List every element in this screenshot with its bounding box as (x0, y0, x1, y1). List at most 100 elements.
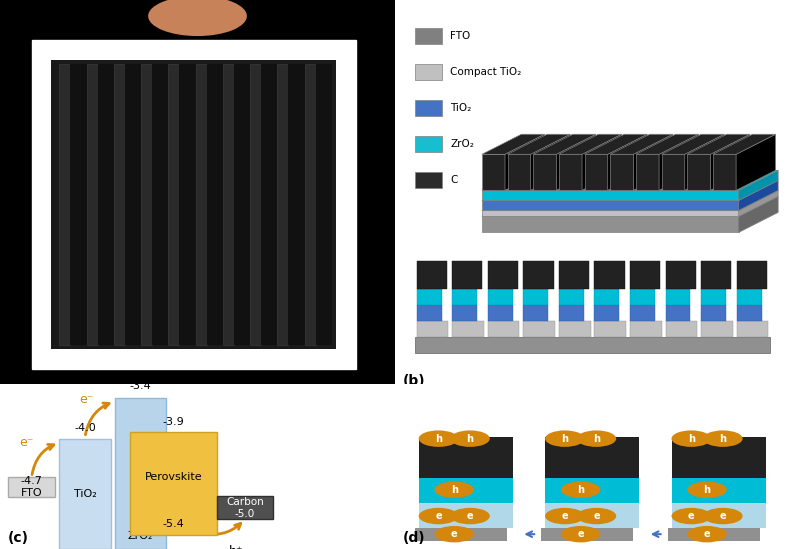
Bar (488, 289, 513, 305)
Bar (541, 528, 634, 541)
Polygon shape (739, 180, 778, 210)
Polygon shape (610, 135, 673, 154)
Bar (125, 64, 141, 345)
Bar (415, 28, 442, 44)
Text: h: h (593, 434, 600, 444)
Bar (736, 321, 768, 337)
Bar (114, 64, 125, 345)
Bar (702, 321, 733, 337)
Text: Compact TiO₂: Compact TiO₂ (450, 67, 521, 77)
Text: TiO₂: TiO₂ (73, 489, 96, 499)
Polygon shape (482, 216, 739, 232)
Bar (630, 321, 662, 337)
Polygon shape (739, 197, 778, 232)
Text: h: h (435, 434, 442, 444)
Text: e: e (704, 529, 710, 539)
Polygon shape (482, 191, 778, 210)
Text: h: h (688, 434, 694, 444)
Polygon shape (636, 154, 659, 191)
Circle shape (545, 430, 585, 447)
Polygon shape (482, 210, 739, 216)
Polygon shape (687, 135, 750, 154)
Bar (523, 321, 555, 337)
Circle shape (703, 508, 743, 524)
Text: C: C (450, 175, 457, 186)
Bar (196, 64, 207, 345)
Bar (672, 503, 766, 528)
Text: FTO: FTO (450, 31, 471, 41)
Bar (523, 305, 548, 321)
Bar (179, 64, 196, 345)
Bar (523, 289, 548, 305)
Polygon shape (482, 135, 544, 154)
Bar (594, 289, 619, 305)
Bar (702, 305, 726, 321)
Bar (488, 321, 520, 337)
Bar (415, 100, 442, 116)
Text: h⁺: h⁺ (229, 545, 243, 549)
Bar (261, 64, 277, 345)
Text: -5.4: -5.4 (163, 519, 185, 529)
Bar (316, 64, 332, 345)
Bar (305, 64, 316, 345)
Circle shape (561, 526, 600, 542)
Polygon shape (533, 154, 556, 191)
Bar (217, 496, 273, 519)
Bar (736, 289, 762, 305)
Polygon shape (531, 135, 570, 191)
Polygon shape (556, 135, 596, 191)
Bar (523, 261, 554, 289)
Bar (672, 478, 766, 503)
Bar (207, 64, 223, 345)
Polygon shape (736, 135, 776, 191)
Bar (417, 261, 447, 289)
Bar (8, 478, 55, 497)
Text: -4.0: -4.0 (74, 423, 96, 433)
Bar (559, 305, 584, 321)
Bar (98, 64, 114, 345)
Text: e: e (435, 511, 442, 521)
Bar (559, 289, 584, 305)
Bar (59, 64, 70, 345)
Circle shape (450, 430, 490, 447)
Circle shape (419, 430, 458, 447)
Bar (419, 503, 513, 528)
Text: (d): (d) (403, 531, 426, 545)
Bar (152, 64, 168, 345)
Bar (415, 136, 442, 152)
Bar (288, 64, 305, 345)
Polygon shape (739, 191, 778, 216)
Bar (665, 261, 696, 289)
Bar (70, 64, 87, 345)
Polygon shape (659, 135, 698, 191)
Bar (419, 437, 513, 478)
Bar (559, 321, 590, 337)
Text: -3.9: -3.9 (163, 417, 185, 427)
Text: e⁻: e⁻ (20, 436, 34, 449)
Polygon shape (482, 170, 778, 191)
Bar (130, 433, 217, 535)
Text: -3.4: -3.4 (130, 382, 151, 391)
Bar (594, 305, 619, 321)
Bar (630, 305, 655, 321)
Bar (452, 321, 483, 337)
Bar (452, 261, 483, 289)
Text: h: h (562, 434, 568, 444)
Text: -4.7
FTO: -4.7 FTO (21, 477, 43, 498)
Text: e: e (467, 511, 473, 521)
Text: ZrO₂: ZrO₂ (450, 139, 474, 149)
Bar (488, 305, 513, 321)
Bar (594, 321, 626, 337)
Bar (234, 64, 250, 345)
Polygon shape (508, 135, 570, 154)
Polygon shape (585, 135, 647, 154)
Polygon shape (482, 200, 739, 210)
Bar (51, 60, 336, 349)
Circle shape (545, 508, 585, 524)
Bar (415, 528, 507, 541)
Circle shape (687, 526, 727, 542)
Text: e: e (688, 511, 694, 521)
Circle shape (672, 430, 711, 447)
Text: e: e (577, 529, 584, 539)
Bar (417, 305, 442, 321)
